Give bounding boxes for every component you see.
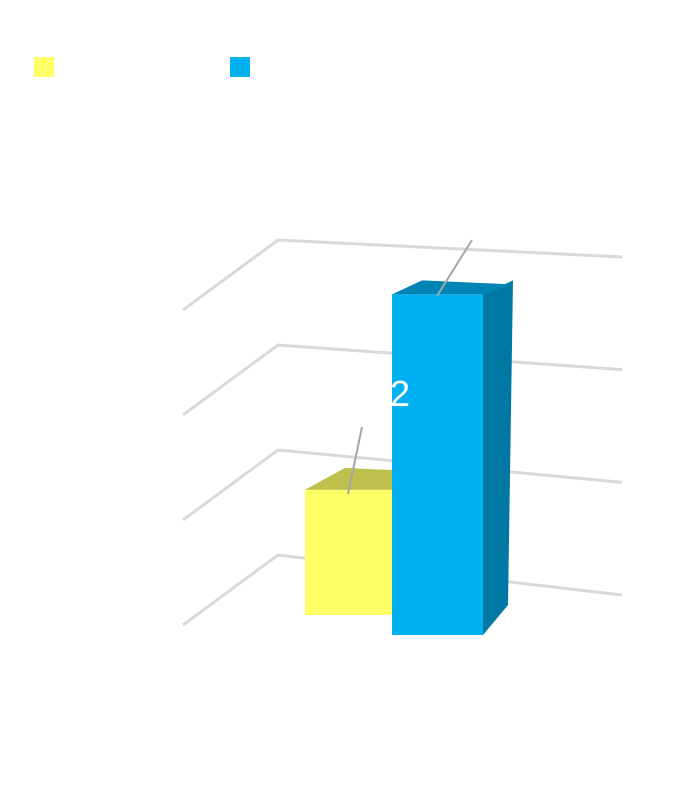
bar-top xyxy=(392,280,513,295)
leader-line xyxy=(436,239,473,297)
bars xyxy=(305,280,513,635)
leader-line xyxy=(347,426,363,495)
legend-swatch xyxy=(34,57,54,77)
bar xyxy=(392,294,483,635)
grid-line xyxy=(182,238,623,312)
legend xyxy=(34,57,250,77)
legend-swatch xyxy=(230,57,250,77)
bar-side xyxy=(483,280,513,635)
annotation: 2 xyxy=(390,373,410,414)
bar xyxy=(305,489,392,615)
